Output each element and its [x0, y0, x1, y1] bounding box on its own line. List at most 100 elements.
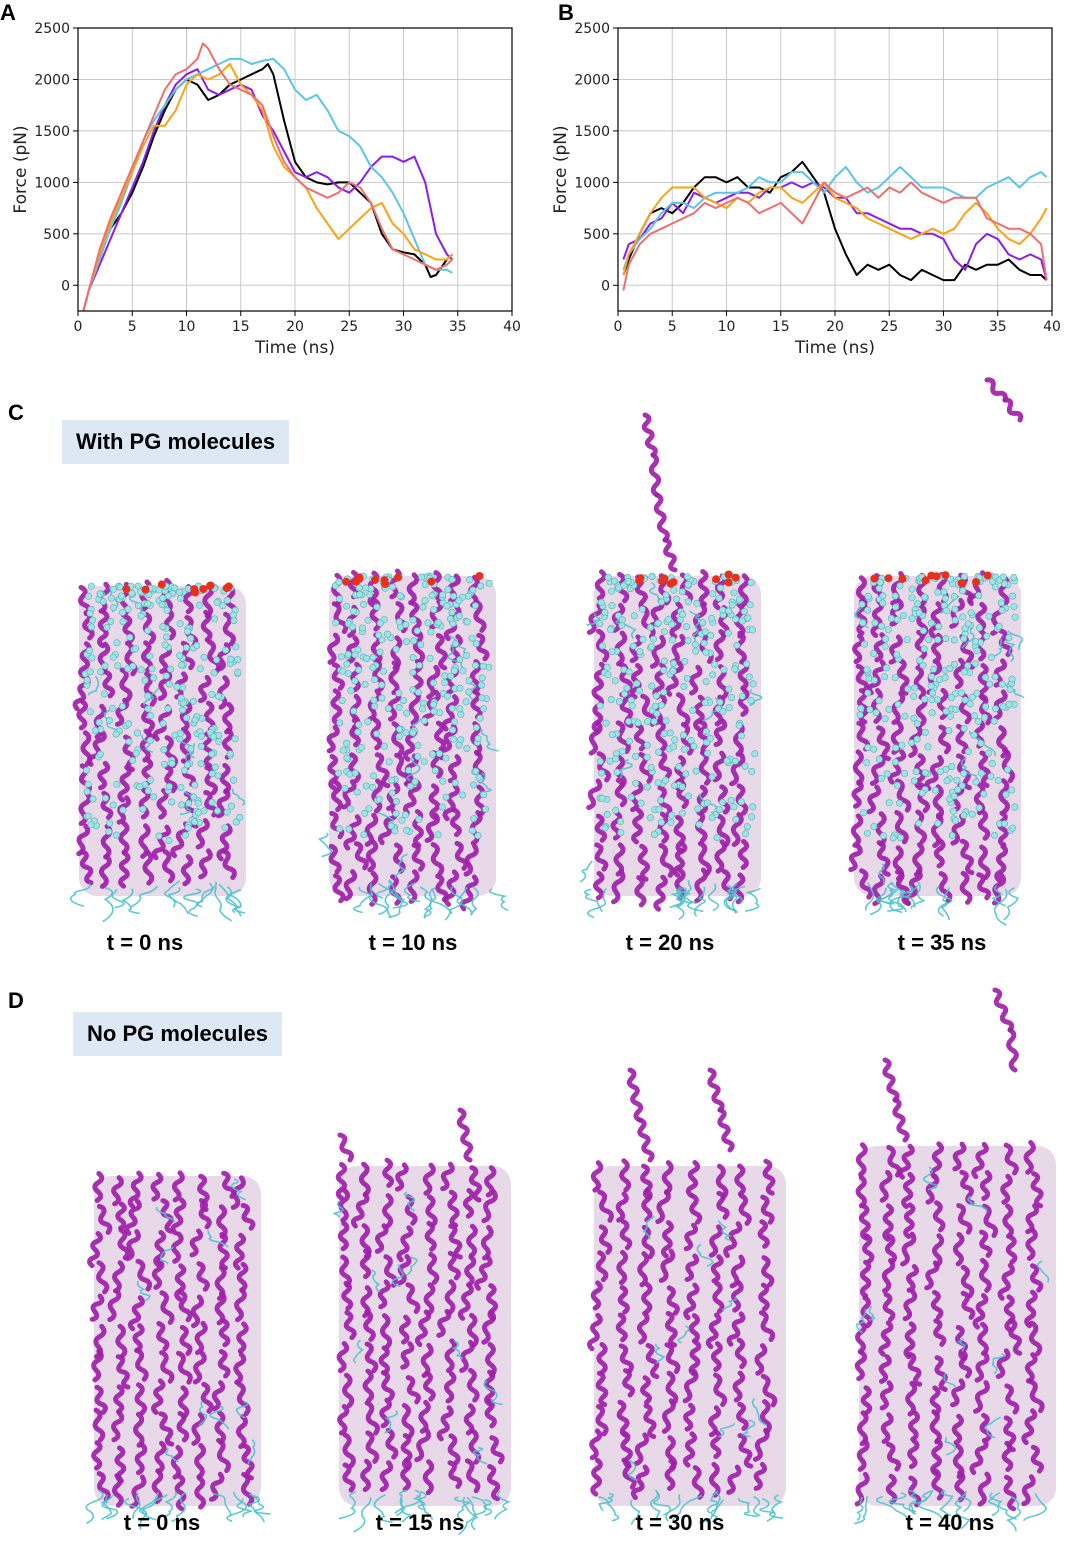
coil-segment [943, 1436, 957, 1456]
helix-segment [894, 810, 909, 845]
panel-d-time-3: t = 40 ns [905, 1510, 995, 1535]
y-tick-label-0: 0 [61, 278, 70, 294]
helix-segment [682, 1368, 699, 1404]
x-tick-label-6: 30 [935, 319, 953, 335]
helix-segment [859, 868, 874, 900]
helix-segment [619, 1158, 632, 1193]
helix-segment [852, 633, 865, 665]
helix-segment [171, 1170, 185, 1203]
coil-segment [984, 1416, 1002, 1439]
helix-segment [398, 1314, 411, 1345]
helix-segment [382, 1193, 394, 1229]
helix-segment [200, 1381, 214, 1414]
helix-segment [929, 1409, 942, 1445]
helix-segment [197, 674, 212, 704]
helix-segment [958, 1349, 973, 1379]
helix-segment [616, 1249, 629, 1286]
helix-segment [697, 719, 711, 756]
coil-tail [394, 1497, 405, 1514]
helix-segment [92, 1407, 106, 1443]
helix-segment [134, 1382, 148, 1416]
coil-segment [143, 687, 160, 706]
helix-segment [400, 1457, 412, 1492]
series-line-cyan [622, 165, 1048, 271]
helix-segment [732, 1370, 746, 1403]
helix-segment [171, 1231, 184, 1264]
helix-segment [118, 851, 131, 889]
pulled-helix [662, 537, 678, 573]
helix-segment [714, 839, 728, 874]
helix-segment [848, 844, 863, 873]
helix-segment [1004, 1383, 1020, 1415]
x-tick-label-7: 35 [989, 319, 1007, 335]
helix-segment [903, 1202, 916, 1239]
helix-segment [924, 1260, 940, 1291]
coil-segment [209, 1404, 230, 1430]
helix-segment [688, 1313, 700, 1344]
helix-segment [448, 1223, 463, 1260]
coil-tail [412, 1489, 426, 1511]
helix-segment [856, 720, 871, 752]
helix-segment [715, 1163, 729, 1200]
oxygen-bead [199, 585, 208, 593]
coil-tail [989, 1492, 1017, 1520]
helix-segment [342, 1462, 356, 1493]
coil-segment [967, 1195, 988, 1213]
helix-segment [422, 1459, 435, 1496]
helix-segment [335, 1162, 348, 1201]
x-tick-label-5: 25 [340, 319, 358, 335]
helix-segment [462, 1188, 475, 1219]
helix-segment [855, 1320, 867, 1355]
helix-segment [331, 779, 343, 813]
coil-segment [207, 1230, 229, 1248]
coil-tail [598, 1492, 615, 1512]
force-chart-b: 0 5 10 15 20 25 30 35 40 0 500 1000 1500 2000 2500 Time… [551, 21, 1061, 358]
helix-segment [134, 1348, 149, 1382]
helix-segment [179, 1324, 193, 1357]
helix-segment [615, 720, 631, 754]
helix-segment [758, 1310, 776, 1343]
helix-segment [151, 1378, 166, 1415]
helix-segment [906, 1351, 923, 1387]
helix-segment [854, 1350, 868, 1382]
helix-segment [436, 1308, 452, 1338]
oxygen-bead [222, 584, 231, 593]
helix-segment [850, 813, 864, 848]
helix-segment [994, 844, 1009, 883]
coil-tail [100, 1494, 114, 1521]
coil-tail [598, 1495, 620, 1522]
helix-segment [343, 1310, 357, 1341]
helix-segment [661, 1398, 676, 1434]
helix-segment [472, 749, 486, 784]
helix-segment [929, 1141, 945, 1180]
coil-tail [864, 882, 875, 911]
helix-segment [164, 735, 178, 769]
helix-segment [969, 1438, 989, 1476]
coil-segment [642, 1216, 655, 1240]
coil-segment [922, 1166, 938, 1191]
helix-segment [960, 1290, 976, 1320]
helix-segment [447, 754, 462, 784]
helix-segment [595, 1404, 609, 1437]
helix-segment [870, 599, 885, 638]
y-tick-label-3: 1500 [574, 124, 610, 140]
helix-segment [653, 874, 668, 912]
helix-segment [1003, 1474, 1017, 1512]
helix-segment [235, 1414, 248, 1450]
coil-tail [470, 886, 479, 916]
oxygen-bead [941, 571, 950, 580]
oxygen-bead [141, 585, 150, 594]
helix-segment [1029, 1263, 1044, 1293]
pulled-helix [337, 1132, 355, 1163]
helix-segment [370, 717, 383, 751]
pulled-helix [992, 987, 1015, 1033]
helix-segment [426, 664, 441, 700]
helix-segment [716, 813, 731, 848]
helix-segment [867, 659, 887, 696]
coil-tail [141, 1494, 168, 1521]
helix-segment [447, 1250, 461, 1281]
helix-segment [1005, 1234, 1018, 1265]
helix-segment [683, 1222, 699, 1252]
helix-segment [474, 1255, 493, 1291]
coil-tail [338, 1491, 357, 1520]
